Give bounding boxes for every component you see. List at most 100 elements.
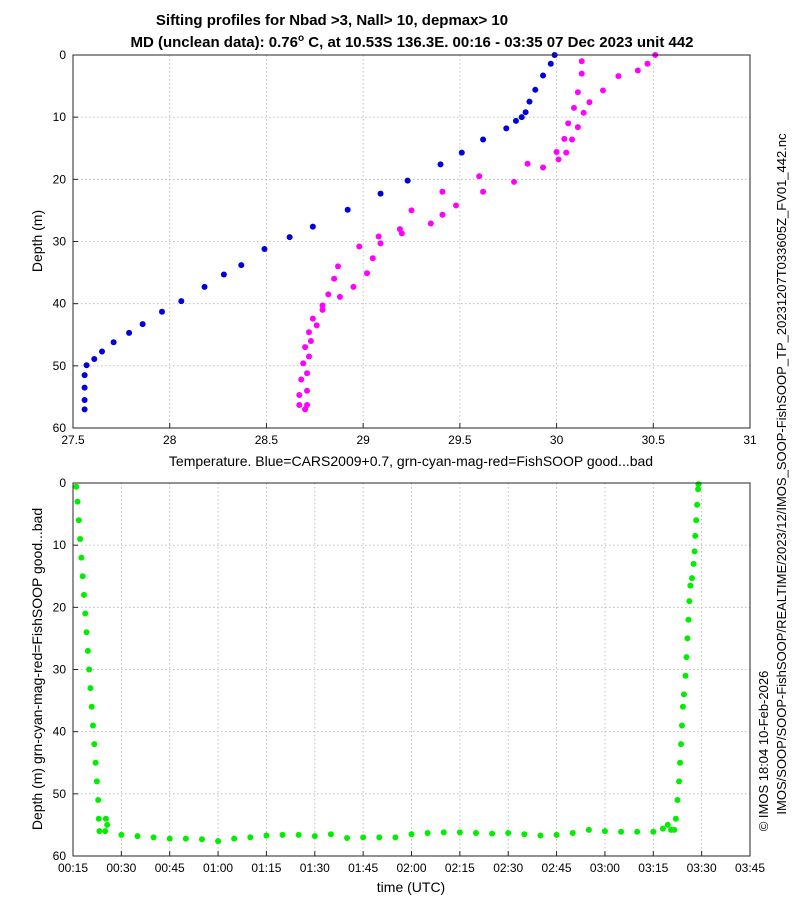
top-series-1-point — [553, 148, 560, 155]
bottom-series-0-point — [166, 835, 173, 842]
bottom-series-0-point — [601, 828, 608, 835]
bottom-series-0-point — [686, 598, 693, 605]
bottom-series-0-point — [585, 826, 592, 833]
bottom-y-tick-label: 50 — [53, 787, 67, 801]
bottom-series-0-point — [360, 834, 367, 841]
top-series-0-point — [458, 149, 465, 156]
top-y-tick-label: 30 — [53, 235, 67, 249]
top-series-0-point — [518, 114, 525, 121]
top-series-0-point — [547, 60, 554, 67]
top-series-0-point — [503, 125, 510, 132]
bottom-series-0-point — [692, 532, 699, 539]
bottom-series-0-point — [676, 778, 683, 785]
top-series-0-point — [261, 245, 268, 252]
bottom-series-0-point — [618, 828, 625, 835]
bottom-series-0-point — [77, 535, 84, 542]
top-panel-frame — [72, 54, 751, 429]
bottom-series-0-point — [376, 834, 383, 841]
subtitle-degree: o — [298, 33, 304, 44]
bottom-x-tick-label: 00:45 — [155, 861, 185, 875]
bottom-series-0-point — [650, 828, 657, 835]
bottom-x-tick-label: 02:30 — [493, 861, 523, 875]
bottom-series-0-point — [102, 815, 109, 822]
top-y-tick-label: 40 — [53, 297, 67, 311]
bottom-series-0-point — [95, 815, 102, 822]
top-y-tick-label: 0 — [59, 48, 66, 62]
top-series-0-point — [99, 348, 106, 355]
top-series-0-point — [480, 136, 487, 143]
top-series-0-point — [404, 177, 411, 184]
top-series-1-point — [578, 70, 585, 77]
top-x-tick-label: 28 — [163, 433, 177, 447]
bottom-series-0-point — [102, 828, 109, 835]
bottom-series-0-point — [80, 591, 87, 598]
bottom-series-0-point — [91, 741, 98, 748]
bottom-series-0-point — [104, 821, 111, 828]
top-series-0-point — [286, 234, 293, 241]
bottom-series-0-point — [215, 838, 222, 845]
top-series-1-point — [580, 109, 587, 116]
bottom-series-0-point — [279, 831, 286, 838]
top-series-1-point — [408, 207, 415, 214]
bottom-series-0-point — [680, 691, 687, 698]
bottom-x-tick-label: 02:15 — [445, 861, 475, 875]
top-series-1-point — [377, 240, 384, 247]
bottom-y-axis-label: Depth (m) grn-cyan-mag-red=FishSOOP good… — [29, 508, 45, 830]
top-series-1-point — [439, 188, 446, 195]
bottom-series-0-point — [93, 778, 100, 785]
top-series-0-point — [437, 161, 444, 168]
bottom-series-0-point — [695, 486, 702, 493]
bottom-x-axis-label: time (UTC) — [377, 879, 445, 895]
bottom-series-0-point — [231, 835, 238, 842]
bottom-series-0-point — [683, 654, 690, 661]
bottom-x-tick-label: 03:30 — [687, 861, 717, 875]
bottom-y-tick-label: 10 — [53, 538, 67, 552]
bottom-series-0-point — [95, 797, 102, 804]
top-series-1-point — [511, 178, 518, 185]
bottom-series-0-point — [682, 672, 689, 679]
top-series-0-point — [344, 206, 351, 213]
bottom-series-0-point — [118, 831, 125, 838]
top-series-1-point — [319, 302, 326, 309]
side-file-path: IMOS/SOOP/SOOP-FishSOOP/REALTIME/2023/12… — [774, 133, 789, 815]
top-panel-ticks: 27.5 28 28.5 29 29.5 30 30.5 31 0 10 20 30 40 50 60 — [53, 48, 757, 447]
bottom-series-0-point — [344, 834, 351, 841]
top-series-0-point — [309, 223, 316, 230]
top-series-1-point — [304, 370, 311, 377]
bottom-series-0-point — [198, 836, 205, 843]
top-series-1-point — [296, 392, 303, 399]
top-series-1-point — [331, 275, 338, 282]
bottom-x-tick-label: 01:45 — [348, 861, 378, 875]
bottom-x-tick-label: 03:45 — [735, 861, 765, 875]
side-file-name: IMOS_SOOP-FishSOOP_TP_20231207T033605Z_F… — [774, 133, 789, 511]
top-series-0-point — [91, 356, 98, 362]
top-y-tick-label: 10 — [53, 110, 67, 124]
top-series-1-point — [644, 60, 651, 67]
bottom-y-tick-label: 30 — [53, 663, 67, 677]
top-panel-points — [81, 52, 659, 413]
top-series-0-point — [532, 86, 539, 93]
bottom-series-0-point — [247, 834, 254, 841]
top-series-1-point — [307, 337, 314, 344]
bottom-series-0-point — [553, 831, 560, 838]
bottom-panel-grid — [73, 483, 750, 856]
top-y-tick-label: 20 — [53, 172, 67, 186]
bottom-series-0-point — [134, 833, 141, 840]
top-y-tick-label: 60 — [53, 421, 67, 435]
top-series-1-point — [300, 360, 307, 367]
top-series-1-point — [574, 124, 581, 131]
bottom-series-0-point — [678, 741, 685, 748]
top-series-1-point — [615, 73, 622, 80]
top-series-1-point — [427, 220, 434, 227]
top-series-0-point — [201, 283, 208, 290]
bottom-series-0-point — [83, 629, 90, 636]
top-series-1-point — [574, 89, 581, 96]
top-series-0-point — [81, 406, 88, 413]
bottom-series-0-point — [684, 635, 691, 642]
top-series-1-point — [540, 164, 547, 171]
bottom-series-0-point — [691, 548, 698, 555]
top-x-tick-label: 30 — [550, 433, 564, 447]
bottom-x-tick-label: 01:15 — [251, 861, 281, 875]
top-series-1-point — [305, 353, 312, 360]
top-series-1-point — [476, 173, 483, 180]
